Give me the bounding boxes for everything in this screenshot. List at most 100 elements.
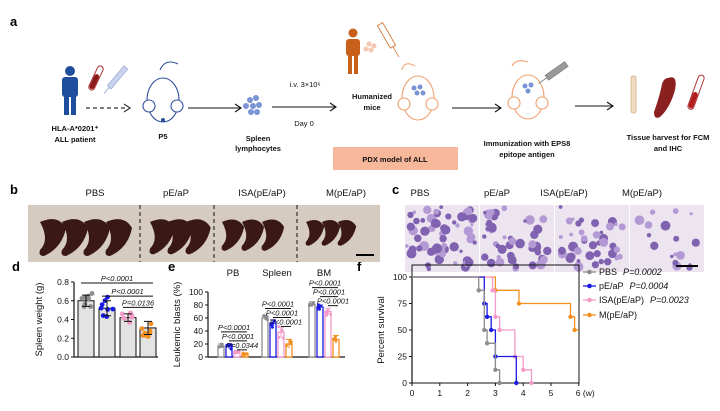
censor-point <box>476 288 481 293</box>
spleen-specimen <box>105 219 132 256</box>
data-point <box>325 313 328 317</box>
cell <box>673 235 680 242</box>
data-point <box>82 295 88 300</box>
data-point <box>86 296 92 302</box>
p-value-label: P=0.0344 <box>226 341 258 350</box>
cell <box>691 238 700 247</box>
cell <box>558 246 566 255</box>
bar <box>324 310 332 358</box>
cell <box>578 229 585 236</box>
p-value-label: P<0.0001 <box>317 297 349 306</box>
data-point <box>308 302 312 306</box>
chart-survival: 0 25 50 75 100 Percent survival 0 1 2 3 4 5 6 (w) PBS… <box>376 264 689 398</box>
humanized-mouse-icon <box>397 63 439 121</box>
y-tick-label: 25 <box>398 352 408 362</box>
data-point <box>105 307 110 312</box>
censor-point <box>521 367 526 372</box>
arrow-head <box>494 103 502 113</box>
cytology-image <box>555 205 629 272</box>
p-value-label: P=0.0136 <box>122 298 155 307</box>
cytology-images <box>405 205 704 272</box>
cell <box>599 230 604 235</box>
lymphocytes-icon <box>243 95 262 115</box>
cell <box>433 208 440 215</box>
group-label: PB <box>227 268 240 279</box>
cell <box>501 205 508 212</box>
p-value-label: P<0.0001 <box>270 317 302 326</box>
data-point <box>98 305 104 311</box>
cell <box>567 252 576 261</box>
cell <box>495 243 501 249</box>
cell <box>672 259 679 266</box>
injection-dose: i.v. 3×10⁶ <box>289 80 320 89</box>
spleen-specimen <box>39 219 66 256</box>
cell <box>525 215 535 225</box>
cell <box>591 261 600 269</box>
y-tick-label: 60 <box>194 313 204 323</box>
schematic-workflow: HLA-A*0201⁺ ALL patient P5 Spleen lympho… <box>52 22 709 170</box>
cell <box>676 251 685 260</box>
cell <box>407 211 414 219</box>
cell <box>599 237 609 247</box>
x-tick-label: 1 <box>437 388 442 398</box>
patient-label-2: ALL patient <box>54 135 96 144</box>
blood-tube-icon <box>88 65 104 91</box>
immunization-label-2: epitope antigen <box>499 150 555 159</box>
panel-label-d: d <box>12 259 20 274</box>
cell <box>585 251 595 261</box>
legend-marker <box>587 269 592 275</box>
y-tick-label: 0.4 <box>57 315 69 325</box>
legend-name: PBS <box>599 267 617 277</box>
humanized-label-1: Humanized <box>352 92 392 101</box>
cell <box>483 210 487 215</box>
x-tick-label: 0 <box>410 388 415 398</box>
group-label: Spleen <box>262 268 292 279</box>
cell <box>558 205 563 209</box>
pdx-box <box>333 147 458 170</box>
cell <box>565 217 573 225</box>
cell <box>430 218 440 228</box>
cell <box>495 257 505 267</box>
data-point <box>285 344 288 348</box>
cytology-group-label: M(pE/aP) <box>622 188 662 199</box>
y-tick-label: 50 <box>398 325 408 335</box>
chart-spleen-weight: 0.0 0.2 0.4 0.6 0.8 Spleen weight (g) P<0.0001… <box>34 274 158 362</box>
legend-name: ISA(pE/aP) <box>599 295 644 305</box>
spleen-specimen <box>305 219 325 246</box>
cell <box>406 222 415 231</box>
cell <box>646 233 652 238</box>
cell <box>689 212 693 216</box>
cell <box>650 241 659 250</box>
cell <box>533 224 543 234</box>
day-label: Day 0 <box>294 119 314 128</box>
cell <box>452 220 457 225</box>
censor-point <box>529 380 534 386</box>
cell <box>472 240 477 245</box>
cell <box>588 241 598 250</box>
arrow-head <box>329 102 337 112</box>
patient-label-1: HLA-A*0201⁺ <box>52 124 99 133</box>
cell <box>464 207 473 216</box>
cell <box>618 223 626 231</box>
cell <box>488 209 495 216</box>
data-point <box>119 311 125 317</box>
cell <box>598 258 604 265</box>
cell <box>439 205 444 210</box>
data-point <box>129 313 135 318</box>
spleen-specimen <box>221 219 245 251</box>
group-label: BM <box>317 268 331 279</box>
bar <box>316 306 324 358</box>
spleen-specimen <box>167 219 193 255</box>
cell <box>614 222 618 226</box>
data-point <box>265 318 269 321</box>
data-point <box>121 315 126 321</box>
y-tick-label: 40 <box>194 326 204 336</box>
censor-point <box>497 327 502 333</box>
cell <box>534 249 542 256</box>
p-value-label: P<0.0001 <box>218 323 250 332</box>
cell <box>453 261 458 266</box>
legend-p-value: P=0.0004 <box>630 281 669 291</box>
arrow-head <box>123 103 132 113</box>
censor-point <box>490 288 495 293</box>
cell <box>432 243 442 254</box>
